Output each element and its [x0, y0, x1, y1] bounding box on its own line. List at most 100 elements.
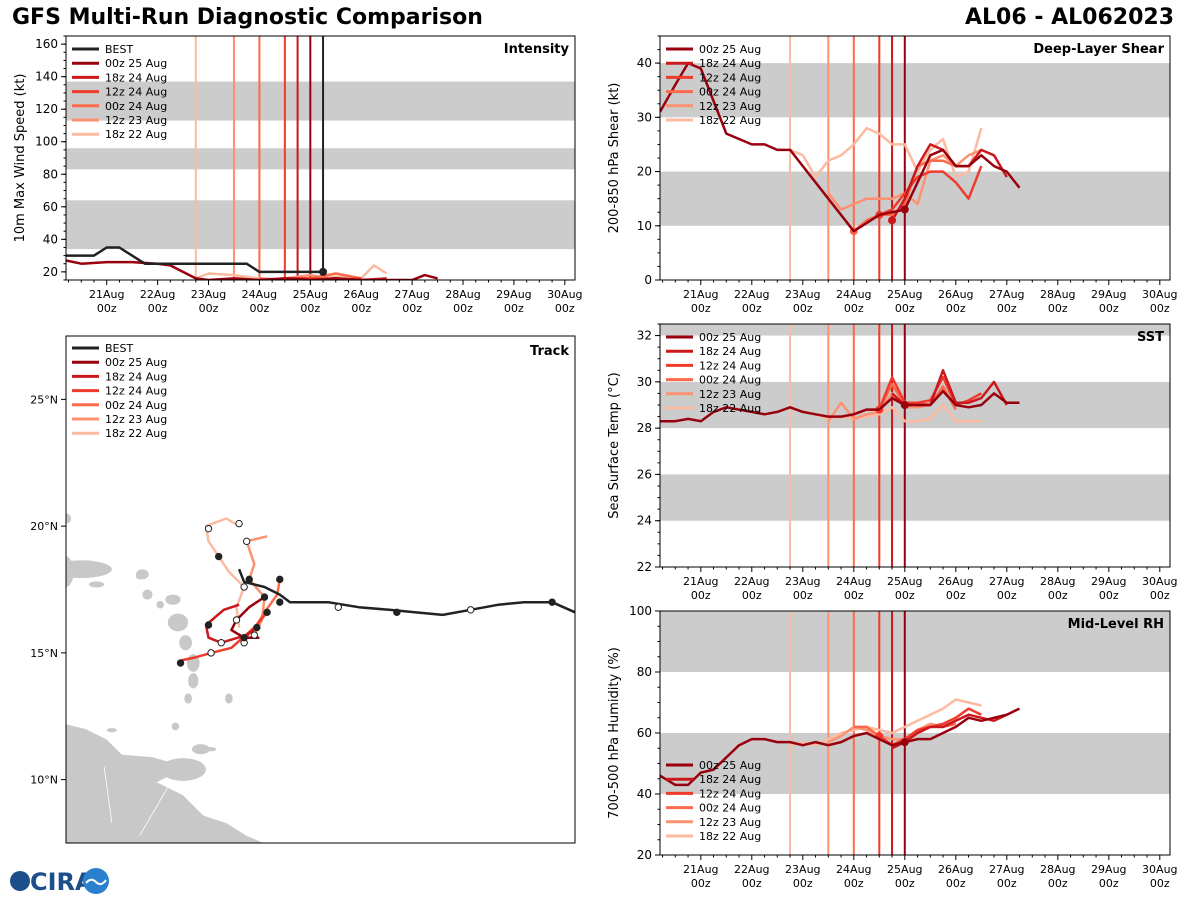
x-tick-label-day: 30Aug — [1142, 863, 1177, 876]
legend-label-12z-24-aug: 12z 24 Aug — [105, 385, 167, 398]
x-tick-label-hour: 00z — [691, 589, 711, 602]
panel-title: Mid-Level RH — [1068, 617, 1164, 632]
panel-title: SST — [1137, 330, 1164, 345]
legend-label-18z-24-aug: 18z 24 Aug — [105, 71, 167, 84]
legend-label-12z-23-aug: 12z 23 Aug — [699, 388, 761, 401]
x-tick-label-hour: 00z — [844, 302, 864, 315]
y-tick-label: 100 — [35, 135, 58, 149]
x-tick-label-hour: 00z — [1099, 302, 1119, 315]
x-tick-label-day: 25Aug — [887, 863, 922, 876]
series-line-00z-24-aug — [852, 159, 957, 233]
x-tick-label-day: 21Aug — [683, 863, 718, 876]
island — [191, 744, 210, 755]
y-tick-label: 100 — [629, 604, 652, 618]
lat-tick-label: 25°N — [30, 393, 58, 406]
y-tick-label: 22 — [637, 560, 652, 574]
x-tick-label-hour: 00z — [300, 302, 320, 315]
page-title: GFS Multi-Run Diagnostic Comparison — [12, 5, 483, 30]
island — [66, 556, 74, 587]
legend-label-00z-25-aug: 00z 25 Aug — [699, 759, 761, 772]
track-marker-00z — [276, 598, 284, 606]
track-marker-00z — [548, 598, 556, 606]
x-tick-label-hour: 00z — [555, 302, 575, 315]
track-marker-00z — [215, 552, 223, 561]
y-tick-label: 0 — [644, 273, 652, 287]
island — [66, 513, 72, 524]
legend-label-18z-22-aug: 18z 22 Aug — [105, 427, 167, 440]
island — [167, 613, 189, 632]
x-tick-label-day: 26Aug — [938, 288, 973, 301]
island — [160, 758, 206, 781]
x-tick-label-hour: 00z — [946, 589, 966, 602]
panel-title: Track — [530, 344, 569, 359]
track-marker-12z — [232, 616, 241, 624]
x-tick-label-day: 27Aug — [989, 575, 1024, 588]
wave-icon — [85, 878, 107, 886]
x-tick-label-day: 25Aug — [887, 288, 922, 301]
island — [225, 693, 233, 704]
series-group — [660, 369, 1020, 423]
x-tick-label-day: 29Aug — [1091, 288, 1126, 301]
legend-label-best: BEST — [105, 342, 133, 355]
shaded-band — [66, 200, 575, 250]
legend-label-best: BEST — [105, 43, 133, 56]
track-marker-12z — [334, 603, 343, 611]
track-marker-00z — [263, 608, 271, 617]
x-tick-label-day: 22Aug — [734, 863, 769, 876]
x-tick-label-day: 28Aug — [1040, 575, 1075, 588]
y-tick-label: 80 — [43, 167, 58, 181]
lat-tick-label: 15°N — [30, 647, 58, 660]
track-marker-12z — [466, 606, 475, 614]
legend-label-00z-24-aug: 00z 24 Aug — [699, 86, 761, 99]
x-tick-label-hour: 00z — [402, 302, 422, 315]
y-tick-label: 80 — [637, 665, 652, 679]
lat-tick-label: 20°N — [30, 520, 58, 533]
legend-label-18z-24-aug: 18z 24 Aug — [699, 345, 761, 358]
x-tick-label-hour: 00z — [997, 302, 1017, 315]
x-tick-label-hour: 00z — [742, 877, 762, 890]
y-axis-label: 10m Max Wind Speed (kt) — [13, 74, 28, 243]
x-tick-label-hour: 00z — [1150, 589, 1170, 602]
y-tick-label: 26 — [637, 467, 652, 481]
x-tick-label-hour: 00z — [895, 589, 915, 602]
globe-icon — [10, 871, 30, 891]
y-tick-label: 28 — [637, 421, 652, 435]
legend-label-18z-22-aug: 18z 22 Aug — [699, 114, 761, 127]
shaded-band — [660, 63, 1170, 118]
x-tick-label-day: 30Aug — [547, 288, 582, 301]
y-tick-label: 120 — [35, 102, 58, 116]
y-tick-label: 20 — [43, 265, 58, 279]
shaded-band — [66, 148, 575, 170]
track-marker-00z — [276, 575, 284, 584]
track-marker-00z — [260, 593, 269, 601]
legend-label-00z-24-aug: 00z 24 Aug — [105, 399, 167, 412]
track-marker-00z — [245, 575, 253, 584]
x-tick-label-hour: 00z — [1048, 877, 1068, 890]
legend-label-12z-23-aug: 12z 23 Aug — [699, 816, 761, 829]
x-tick-label-day: 25Aug — [887, 575, 922, 588]
legend-label-18z-22-aug: 18z 22 Aug — [699, 402, 761, 415]
island — [179, 635, 192, 651]
legend-label-00z-25-aug: 00z 25 Aug — [699, 331, 761, 344]
x-tick-label-day: 29Aug — [1091, 575, 1126, 588]
chart-shear: 01020304021Aug00z22Aug00z23Aug00z24Aug00… — [607, 35, 1178, 315]
x-tick-label-hour: 00z — [1150, 877, 1170, 890]
legend-label-12z-24-aug: 12z 24 Aug — [699, 359, 761, 372]
y-tick-label: 40 — [43, 232, 58, 246]
y-tick-label: 20 — [637, 848, 652, 862]
track-line-best — [237, 568, 575, 617]
legend-label-18z-24-aug: 18z 24 Aug — [105, 370, 167, 383]
chart-rh: 2040608010021Aug00z22Aug00z23Aug00z24Aug… — [607, 604, 1178, 890]
track-marker-12z — [235, 519, 243, 528]
y-tick-label: 10 — [637, 219, 652, 233]
x-tick-label-hour: 00z — [97, 302, 117, 315]
panel-title: Deep-Layer Shear — [1033, 42, 1164, 57]
track-marker-12z — [217, 639, 225, 647]
y-axis-label: 200-850 hPa Shear (kt) — [607, 83, 622, 234]
cira-logo: CIRA — [10, 868, 109, 896]
x-tick-label-day: 23Aug — [785, 863, 820, 876]
x-tick-label-day: 26Aug — [938, 575, 973, 588]
series-line-12z-24-aug — [878, 165, 983, 217]
